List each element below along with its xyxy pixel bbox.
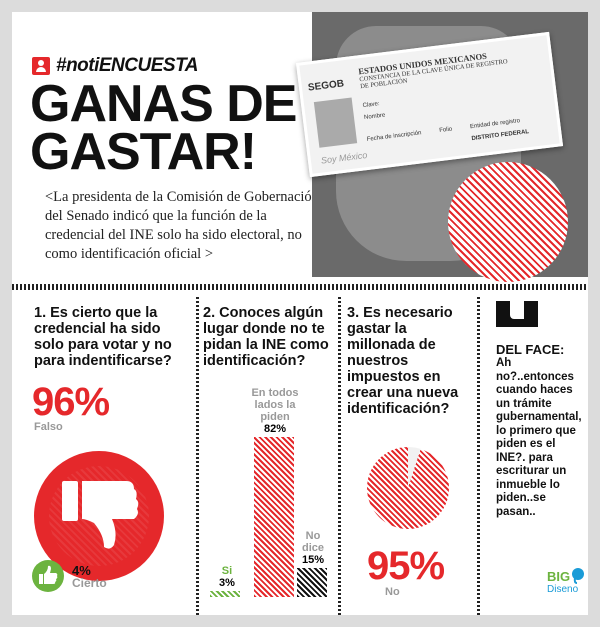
- q3-question: 3. Es necesario gastar la millonada de n…: [347, 305, 459, 417]
- q2-question: 2. Conoces algún lugar donde no te pidan…: [203, 305, 329, 369]
- bar-todos: [254, 437, 294, 597]
- q1-minor-label: Cierto: [72, 576, 107, 590]
- q1-question: 1. Es cierto que la credencial ha sido s…: [34, 305, 172, 369]
- hashtag: #notiENCUESTA: [32, 55, 198, 77]
- title-line-2: GASTAR!: [30, 123, 257, 181]
- card-photo: [313, 97, 358, 148]
- logo-mark: BIG: [547, 568, 587, 584]
- q3-pie-chart: [367, 447, 449, 529]
- page-title: GANAS DE GASTAR!: [30, 75, 350, 181]
- logo-big: BIG: [547, 569, 571, 584]
- q1-main-pct: 96%: [32, 380, 110, 424]
- card-field-entity: Entidad de registro DISTRITO FEDERAL: [469, 114, 530, 145]
- bar-todos-value: 82%: [263, 423, 287, 435]
- card-entity-label: Entidad de registro: [469, 118, 521, 131]
- column-divider: [477, 297, 480, 615]
- card-fields: Clave: Nombre Fecha de inscripción Folio…: [362, 80, 530, 157]
- thumbs-up-badge: [32, 560, 64, 592]
- card-watermark: Soy México: [320, 150, 368, 166]
- hero-stripe-decoration: [448, 162, 568, 282]
- bar-todos-label: En todos lados la piden: [251, 387, 299, 423]
- bar-label-si: Si 3%: [212, 565, 242, 589]
- thumbs-up-icon: [39, 565, 58, 584]
- bar-label-todos: En todos lados la piden 82%: [240, 387, 310, 435]
- column-divider: [196, 297, 199, 615]
- bar-no-dice: [297, 567, 327, 597]
- card-field-date: Fecha de inscripción: [366, 130, 422, 143]
- bar-no-dice-value: 15%: [301, 553, 325, 566]
- q2-bar-chart: Si 3% En todos lados la piden 82% No dic…: [202, 387, 332, 597]
- q3-pct: 95%: [367, 544, 445, 588]
- q1-minor-pct: 4%: [72, 563, 91, 578]
- q1-main-label: Falso: [34, 421, 63, 433]
- id-card: SEGOB Estados Unidos Mexicanos Constanci…: [295, 31, 564, 178]
- bar-si: [210, 591, 240, 597]
- face-heading: DEL FACE:: [496, 342, 565, 357]
- big-diseno-logo: BIG Diseno: [547, 568, 587, 595]
- bar-label-no-dice: No dice 15%: [298, 530, 328, 566]
- intro-quote: <La presidenta de la Comisión de Goberna…: [45, 189, 319, 262]
- card-entity-value: DISTRITO FEDERAL: [471, 129, 530, 143]
- bar-no-dice-label: No dice: [301, 529, 324, 554]
- column-divider: [338, 297, 341, 615]
- infographic: #notiENCUESTA GANAS DE GASTAR! <La presi…: [12, 12, 588, 615]
- user-icon: [32, 57, 50, 75]
- title-line-1: GANAS DE: [30, 75, 297, 133]
- card-field-folio: Folio: [438, 126, 453, 134]
- q1-minor: 4% Cierto: [72, 564, 107, 590]
- hashtag-text: #notiENCUESTA: [56, 55, 198, 76]
- section-divider: [12, 284, 588, 290]
- hero-image: SEGOB Estados Unidos Mexicanos Constanci…: [295, 12, 588, 282]
- bar-si-label: Si: [221, 565, 233, 578]
- q3-label: No: [385, 586, 400, 598]
- card-issuer: SEGOB: [307, 78, 345, 94]
- logo-sub: Diseno: [547, 584, 579, 595]
- face-text: Ah no?..entonces cuando haces un trámite…: [496, 357, 582, 518]
- thumbs-down-icon: [62, 481, 139, 549]
- quote-icon: [496, 301, 538, 327]
- thumbs-down-badge: [34, 451, 164, 581]
- bar-si-value: 3%: [219, 577, 235, 590]
- elephant-icon: [572, 568, 585, 584]
